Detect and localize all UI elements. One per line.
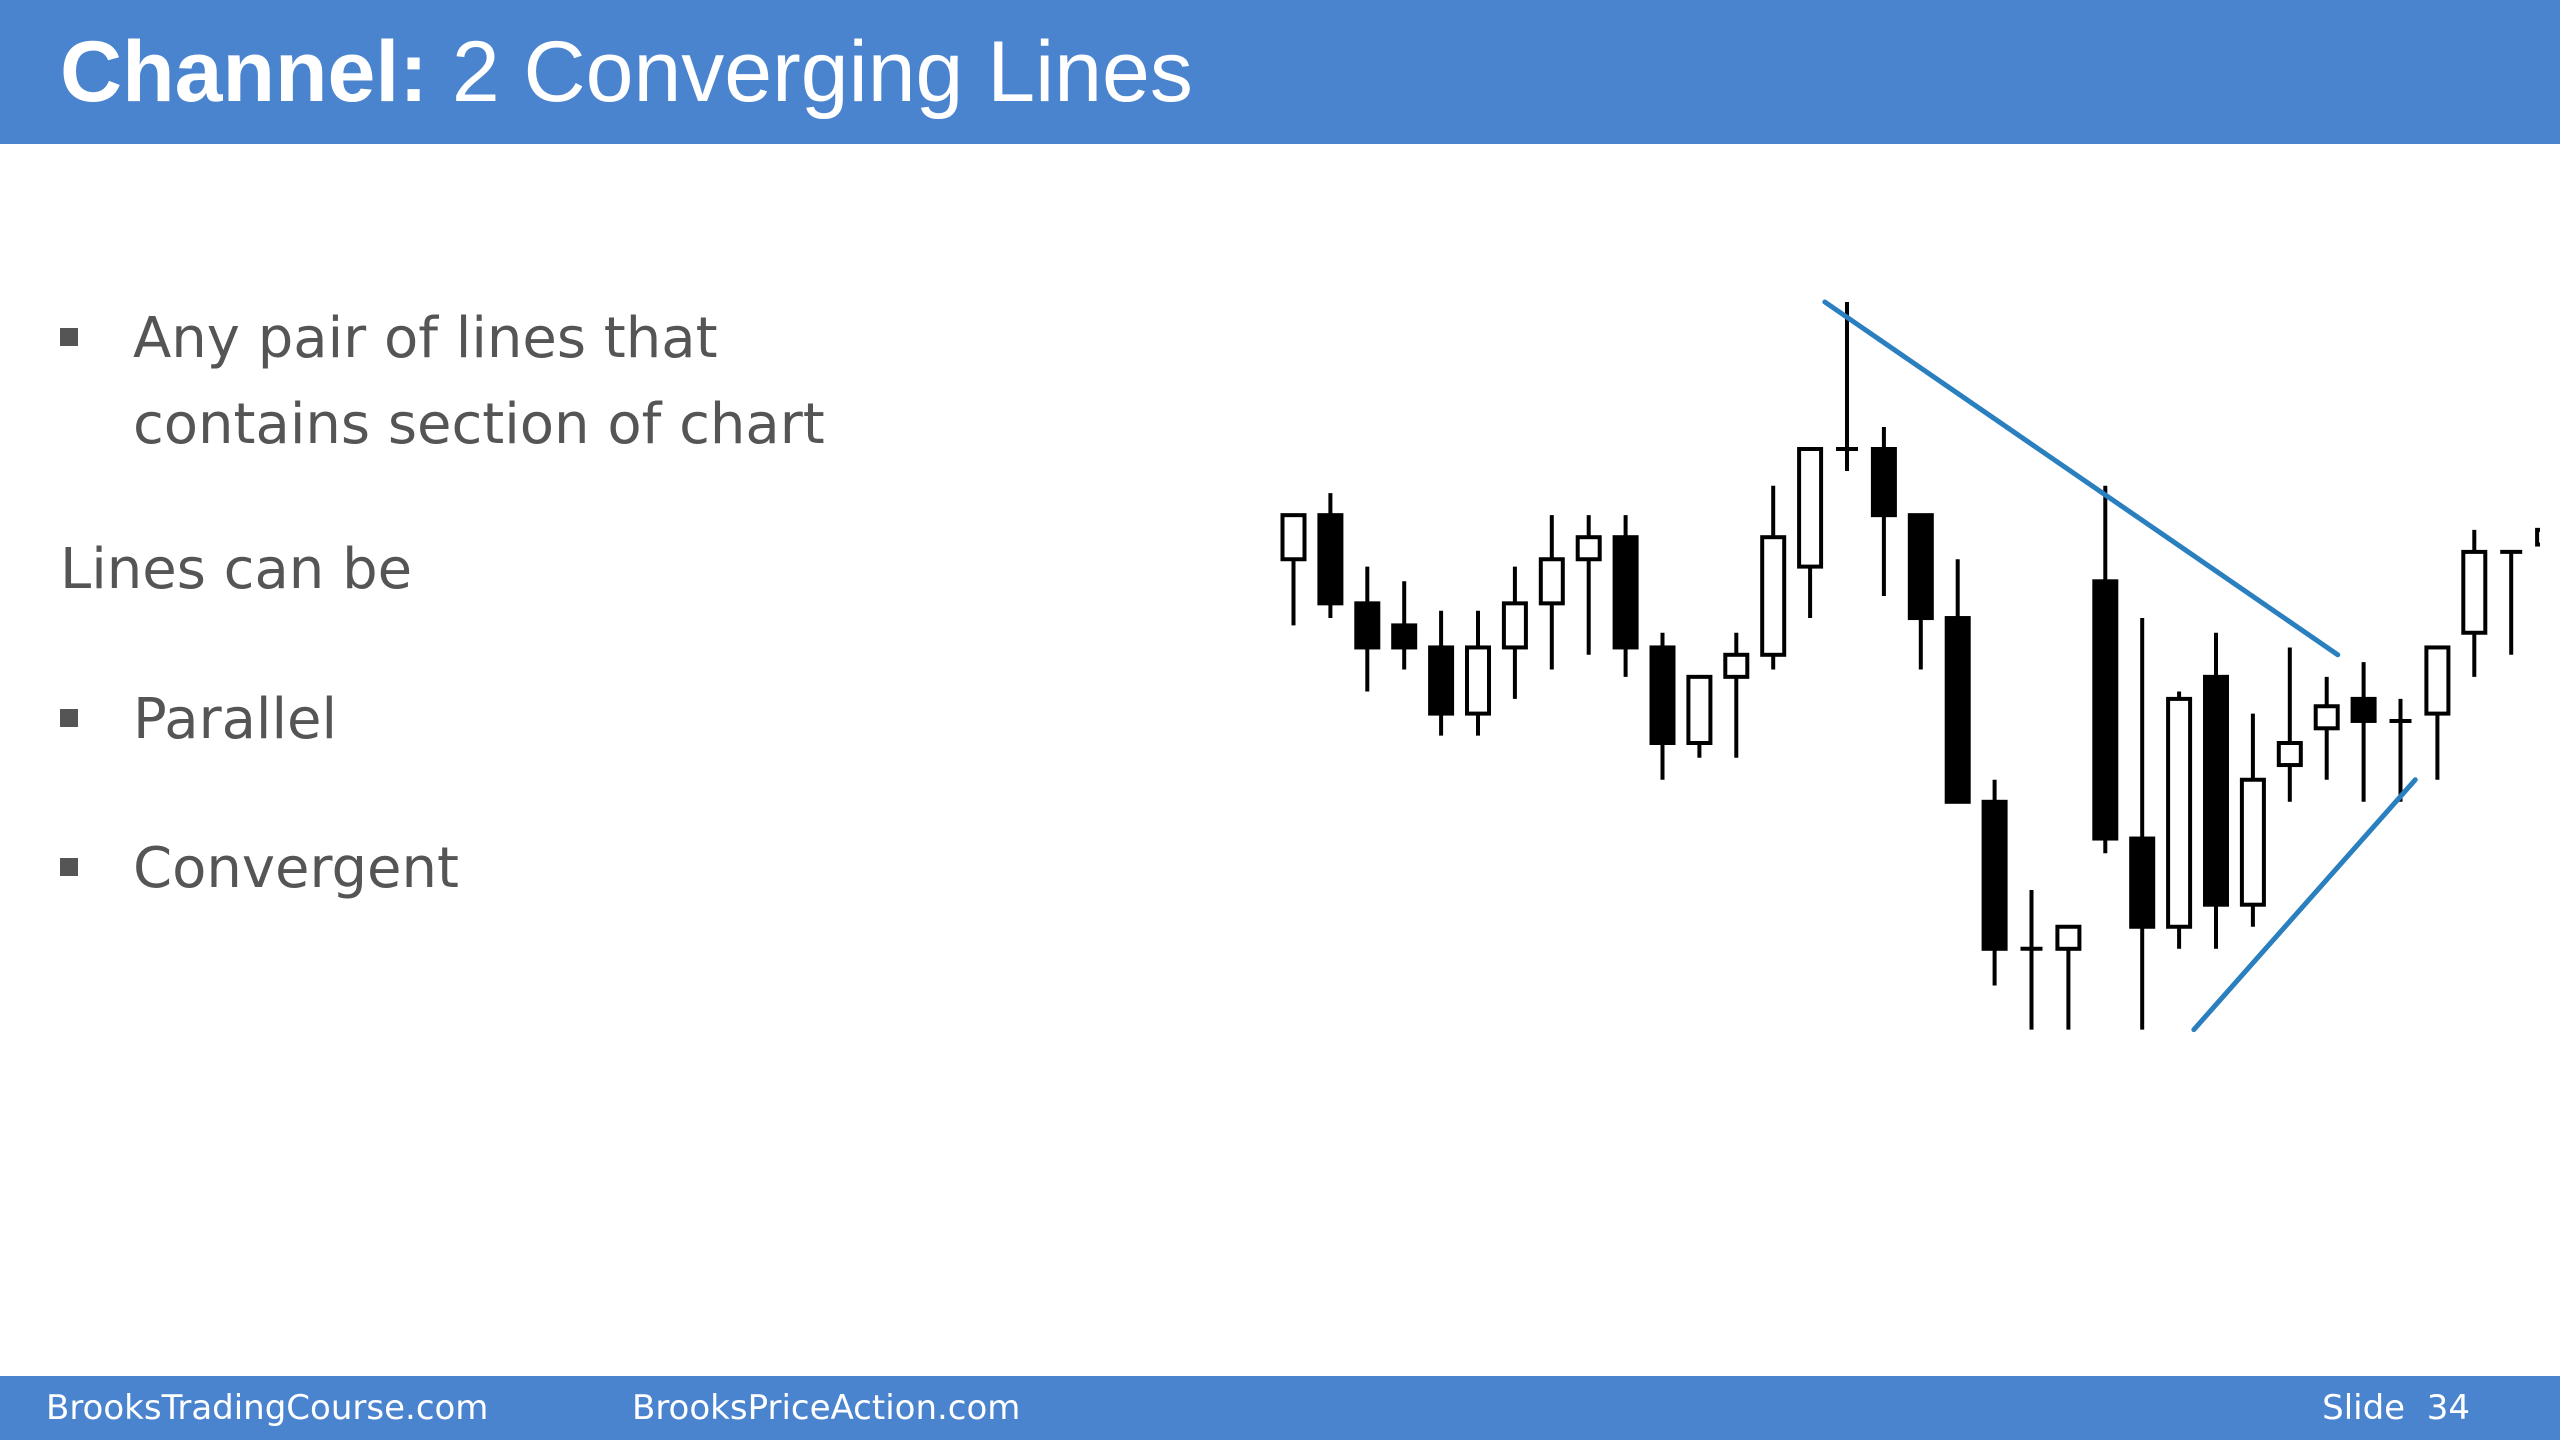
candlestick-chart [1280, 299, 2540, 1033]
slide-title-rest: 2 Converging Lines [451, 24, 1193, 120]
slide-label: Slide [2322, 1388, 2406, 1428]
trendline-lower [2191, 777, 2418, 1033]
candle-body-bear [1428, 645, 1455, 716]
candle-body-bear [1391, 623, 1418, 650]
trendline-upper [1822, 299, 2341, 658]
slide-number-value: 34 [2426, 1388, 2470, 1428]
candle-body-bear [1870, 447, 1897, 518]
candle-body-bear [1317, 513, 1344, 606]
slide-title: Channel: 2 Converging Lines [60, 24, 1193, 120]
candle-body-bull [2055, 924, 2082, 951]
slide-title-bold: Channel: [60, 24, 428, 120]
candle-body-bull [1538, 557, 1565, 606]
candle-body-bull [2166, 696, 2193, 929]
candle-body-bull [2239, 777, 2266, 907]
candle-body-bull [2424, 645, 2451, 716]
candle-body-bull [2276, 741, 2303, 768]
candle-body-bear [1612, 535, 1639, 650]
candle-body-bull [1723, 652, 1750, 679]
footer-link-brookspriceaction[interactable]: BrooksPriceAction.com [632, 1388, 1021, 1428]
candle-body-bull [2461, 549, 2488, 635]
bullet-square-icon [60, 709, 78, 727]
candle-body-bull [1686, 674, 1713, 746]
candle-body-bear [1649, 645, 1676, 746]
bullet-item-convergent: Convergent [60, 826, 459, 912]
candle-body-bear [1981, 799, 2008, 951]
bullet-square-icon [60, 328, 78, 346]
candle-body-bull [1465, 645, 1491, 716]
bullet-text-convergent: Convergent [133, 836, 459, 901]
bullet-text-any-pair: Any pair of lines that contains section … [133, 296, 825, 468]
candle-body-bear [2203, 674, 2229, 907]
candle-body-bull [1575, 535, 1602, 562]
bullet-line-2: contains section of chart [133, 392, 825, 457]
candle-body-bear [1907, 513, 1934, 621]
candle-body-bull [2313, 704, 2340, 731]
candle-body-bull [1797, 447, 1824, 569]
candle-body-bull [1280, 513, 1307, 562]
candle-body-bear [2129, 836, 2156, 929]
candle-body-bear [2350, 696, 2377, 723]
candle-body-bull [1760, 535, 1787, 657]
bullet-text-parallel: Parallel [133, 687, 338, 752]
candle-body-bull [2535, 527, 2540, 547]
candle-body-bear [1354, 601, 1381, 650]
bullet-item-any-pair: Any pair of lines that contains section … [60, 296, 825, 468]
bullet-item-parallel: Parallel [60, 677, 337, 763]
candle-body-bear [1944, 616, 1971, 804]
footer-link-brookstradingcourse[interactable]: BrooksTradingCourse.com [46, 1388, 489, 1428]
title-bar: Channel: 2 Converging Lines [0, 0, 2560, 144]
lines-can-be-text: Lines can be [60, 537, 413, 602]
bullet-square-icon [60, 858, 78, 876]
candle-body-bear [2092, 579, 2119, 841]
bullet-line-1: Any pair of lines that [133, 306, 718, 371]
slide-number: Slide 34 [2322, 1384, 2470, 1432]
candle-body-bull [1501, 601, 1528, 650]
footer-bar: BrooksTradingCourse.com BrooksPriceActio… [0, 1376, 2560, 1440]
